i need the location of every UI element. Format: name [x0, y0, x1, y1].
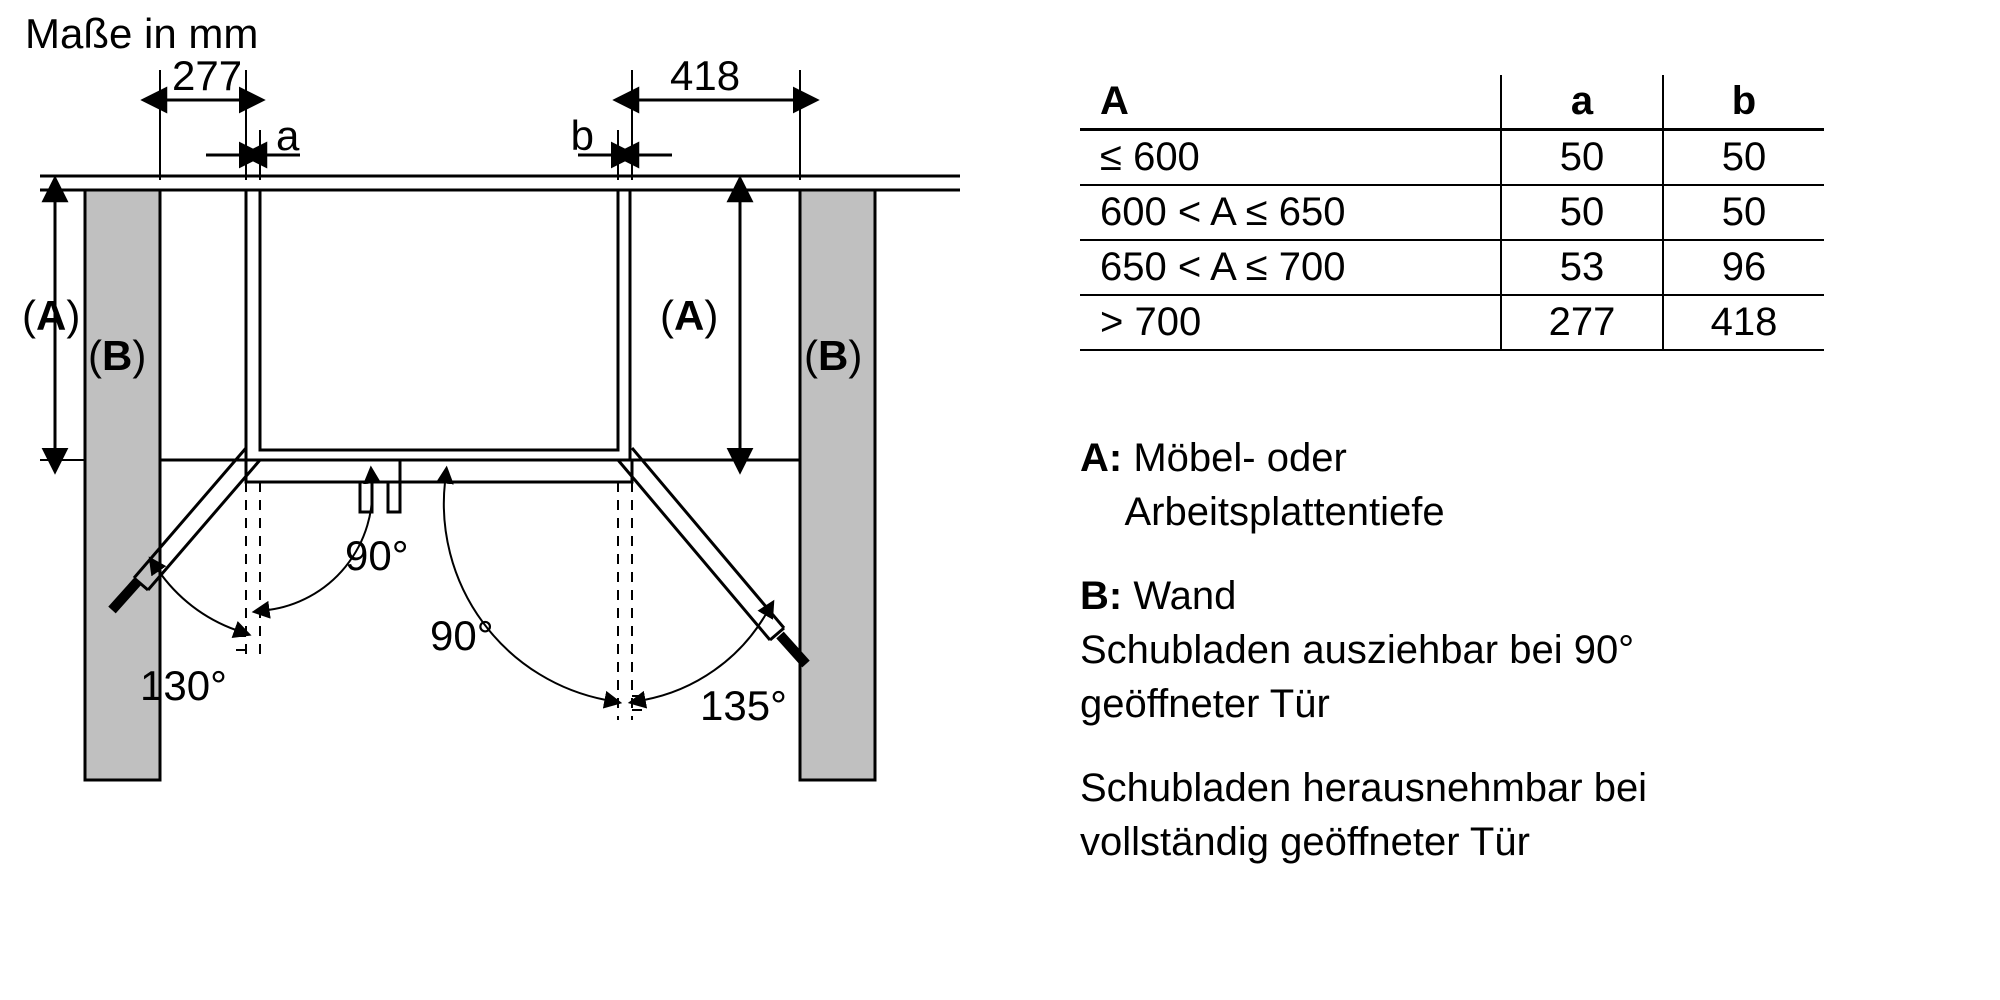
dim-277: 277 [172, 52, 242, 99]
cabinet-left [160, 190, 246, 460]
angle-90-left: 90° [345, 532, 409, 579]
legend-note2b: vollständig geöffneter Tür [1080, 820, 1530, 864]
dim-418: 418 [670, 52, 740, 99]
gap-a: a [276, 112, 300, 159]
th-A: A [1080, 75, 1501, 130]
legend-B-text: Wand [1133, 574, 1236, 618]
wall-right [800, 190, 875, 780]
table-row: 600 < A ≤ 650 50 50 [1080, 185, 1824, 240]
legend: A: Möbel- oder Arbeitsplattentiefe B: Wa… [1080, 431, 1960, 869]
angle-130: 130° [140, 662, 227, 709]
depth-A-right: (A) [660, 292, 718, 339]
gap-b: b [571, 112, 594, 159]
table-row: ≤ 600 50 50 [1080, 130, 1824, 186]
legend-A-text2: Arbeitsplattentiefe [1124, 490, 1444, 534]
clearance-table: A a b ≤ 600 50 50 600 < A ≤ 650 50 50 65… [1080, 75, 1824, 351]
installation-diagram: 277 418 a b (A) (A) (B) (B) 90° 90° 130°… [0, 0, 1000, 1000]
legend-note1a: Schubladen ausziehbar bei 90° [1080, 628, 1634, 672]
depth-A-left: (A) [22, 292, 80, 339]
legend-A-text1: Möbel- oder [1133, 436, 1346, 480]
table-row: > 700 277 418 [1080, 295, 1824, 350]
table-row: 650 < A ≤ 700 53 96 [1080, 240, 1824, 295]
wall-B-left: (B) [88, 332, 146, 379]
appliance-front [246, 460, 632, 482]
th-b: b [1663, 75, 1824, 130]
legend-A-label: A: [1080, 436, 1122, 480]
angle-90-right: 90° [430, 612, 494, 659]
th-a: a [1501, 75, 1663, 130]
appliance-body [260, 190, 618, 450]
legend-note2a: Schubladen herausnehmbar bei [1080, 766, 1647, 810]
legend-note1b: geöffneter Tür [1080, 682, 1330, 726]
legend-B-label: B: [1080, 574, 1122, 618]
door-right [618, 448, 806, 664]
angle-135: 135° [700, 682, 787, 729]
wall-B-right: (B) [804, 332, 862, 379]
